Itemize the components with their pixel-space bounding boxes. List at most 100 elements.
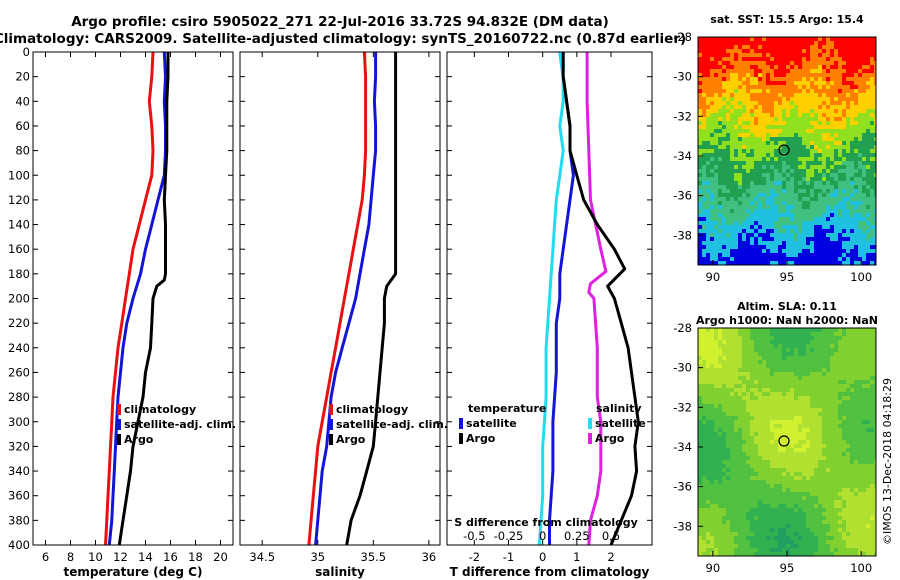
- heatmap-cell: [706, 360, 711, 365]
- heatmap-cell: [814, 356, 819, 361]
- heatmap-cell: [770, 432, 775, 437]
- heatmap-cell: [834, 384, 839, 389]
- heatmap-cell: [706, 41, 711, 46]
- heatmap-cell: [746, 340, 751, 345]
- heatmap-cell: [714, 141, 719, 146]
- heatmap-cell: [770, 145, 775, 150]
- heatmap-cell: [778, 468, 783, 473]
- heatmap-cell: [850, 484, 855, 489]
- heatmap-cell: [770, 340, 775, 345]
- heatmap-cell: [710, 428, 715, 433]
- heatmap-cell: [862, 416, 867, 421]
- heatmap-cell: [802, 348, 807, 353]
- heatmap-cell: [838, 109, 843, 114]
- heatmap-cell: [722, 376, 727, 381]
- heatmap-cell: [714, 37, 719, 42]
- heatmap-cell: [742, 360, 747, 365]
- heatmap-cell: [818, 257, 823, 262]
- heatmap-cell: [854, 352, 859, 357]
- heatmap-cell: [778, 129, 783, 134]
- heatmap-cell: [794, 241, 799, 246]
- heatmap-cell: [722, 436, 727, 441]
- heatmap-cell: [702, 376, 707, 381]
- heatmap-cell: [838, 225, 843, 230]
- heatmap-cell: [710, 201, 715, 206]
- heatmap-cell: [798, 352, 803, 357]
- heatmap-cell: [738, 133, 743, 138]
- heatmap-cell: [834, 392, 839, 397]
- heatmap-cell: [838, 492, 843, 497]
- heatmap-cell: [774, 340, 779, 345]
- heatmap-cell: [762, 101, 767, 106]
- heatmap-cell: [770, 201, 775, 206]
- heatmap-cell: [762, 181, 767, 186]
- heatmap-cell: [838, 93, 843, 98]
- heatmap-cell: [698, 77, 703, 82]
- heatmap-cell: [822, 69, 827, 74]
- heatmap-cell: [766, 69, 771, 74]
- heatmap-cell: [790, 261, 795, 265]
- heatmap-cell: [786, 336, 791, 341]
- heatmap-cell: [862, 153, 867, 158]
- heatmap-cell: [850, 448, 855, 453]
- heatmap-cell: [854, 121, 859, 126]
- heatmap-cell: [730, 65, 735, 70]
- heatmap-cell: [706, 428, 711, 433]
- heatmap-cell: [866, 237, 871, 242]
- heatmap-cell: [718, 157, 723, 162]
- heatmap-cell: [850, 249, 855, 254]
- heatmap-cell: [822, 480, 827, 485]
- heatmap-cell: [842, 468, 847, 473]
- heatmap-cell: [822, 468, 827, 473]
- heatmap-cell: [786, 141, 791, 146]
- heatmap-cell: [726, 237, 731, 242]
- heatmap-cell: [822, 177, 827, 182]
- heatmap-cell: [718, 169, 723, 174]
- heatmap-cell: [782, 396, 787, 401]
- heatmap-cell: [754, 69, 759, 74]
- heatmap-cell: [842, 209, 847, 214]
- heatmap-cell: [866, 380, 871, 385]
- heatmap-cell: [830, 512, 835, 517]
- heatmap-cell: [750, 153, 755, 158]
- heatmap-cell: [814, 492, 819, 497]
- heatmap-cell: [814, 392, 819, 397]
- heatmap-cell: [774, 380, 779, 385]
- heatmap-cell: [718, 352, 723, 357]
- heatmap-cell: [798, 65, 803, 70]
- heatmap-cell: [846, 257, 851, 262]
- heatmap-cell: [870, 468, 875, 473]
- heatmap-cell: [850, 424, 855, 429]
- heatmap-cell: [762, 121, 767, 126]
- heatmap-cell: [874, 452, 876, 457]
- heatmap-cell: [842, 177, 847, 182]
- heatmap-cell: [738, 97, 743, 102]
- heatmap-cell: [806, 53, 811, 58]
- heatmap-cell: [710, 169, 715, 174]
- heatmap-cell: [710, 137, 715, 142]
- heatmap-cell: [846, 41, 851, 46]
- heatmap-cell: [754, 484, 759, 489]
- heatmap-cell: [794, 233, 799, 238]
- heatmap-cell: [766, 352, 771, 357]
- heatmap-cell: [834, 233, 839, 238]
- heatmap-cell: [874, 376, 876, 381]
- heatmap-cell: [866, 396, 871, 401]
- heatmap-cell: [734, 488, 739, 493]
- heatmap-cell: [762, 488, 767, 493]
- heatmap-cell: [746, 452, 751, 457]
- heatmap-cell: [798, 121, 803, 126]
- heatmap-cell: [850, 185, 855, 190]
- heatmap-cell: [814, 352, 819, 357]
- heatmap-cell: [826, 428, 831, 433]
- heatmap-cell: [774, 233, 779, 238]
- heatmap-cell: [842, 121, 847, 126]
- legend-label: satellite: [466, 417, 517, 430]
- legend-swatch: [588, 433, 592, 444]
- heatmap-cell: [710, 89, 715, 94]
- heatmap-cell: [830, 424, 835, 429]
- heatmap-cell: [762, 221, 767, 226]
- heatmap-cell: [786, 125, 791, 130]
- heatmap-cell: [802, 225, 807, 230]
- heatmap-cell: [870, 153, 875, 158]
